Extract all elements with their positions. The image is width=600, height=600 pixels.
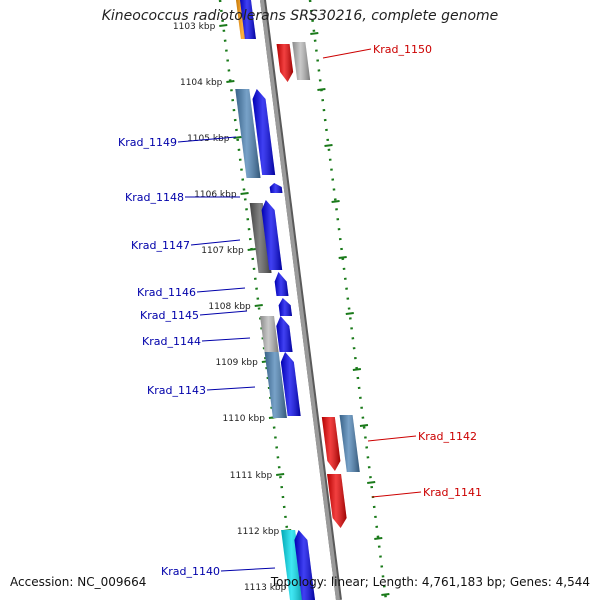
tick-label: 1108 kbp [208,302,251,312]
gene-arrow-krad-1142-shading [321,417,341,471]
gene-arrow-cyan-shading [281,530,304,600]
tick-label: 1113 kbp [244,583,287,593]
track-guides [218,0,388,600]
tick-mark-right [338,256,347,259]
tick-mark-right [317,88,326,91]
gene-arrow-krad-1143-shading [280,352,301,416]
leader-line [220,567,276,572]
gene-label-krad-1144[interactable]: Krad_1144 [142,335,201,348]
tick-mark-right [374,537,383,540]
tick-mark-left [247,248,256,251]
gene-label-krad-1147[interactable]: Krad_1147 [131,239,190,252]
gene-arrow-krad-1149-shading [252,89,276,175]
gene-arrow-dark-gray-shading [249,203,272,273]
tick-mark-left [240,192,249,195]
tick-mark-left [233,136,242,139]
gene-arrow-blue-shading [240,0,256,39]
gene-arrow-krad-1148-shading [269,183,283,193]
gene-arrow-krad-1144-shading [276,316,293,352]
tick-mark-left [254,304,263,307]
left-track-guide [218,0,298,600]
tick-label: 1112 kbp [237,527,280,537]
leader-line [199,310,248,316]
leader-line [367,435,417,442]
gene-arrow-krad-1150-shading [276,44,294,82]
gene-label-krad-1146[interactable]: Krad_1146 [137,286,196,299]
tick-mark-right [310,32,319,35]
tick-mark-left [276,473,285,476]
gene-arrow-krad-1143-partner-shading [264,352,287,418]
gene-arrow-gray-right-shading [292,42,311,80]
leader-line [177,136,237,143]
tick-mark-right [324,144,333,147]
leader-line [196,287,246,293]
leader-line [190,239,241,246]
tick-label: 1104 kbp [180,78,223,88]
gene-label-krad-1142[interactable]: Krad_1142 [418,430,477,443]
gene-arrow-krad-1149-partner-shading [235,89,261,178]
leader-line [201,337,251,342]
tick-mark-left [219,24,228,27]
genome-summary: Topology: linear; Length: 4,761,183 bp; … [270,575,590,589]
gene-arrow-steel-right-shading [339,415,360,472]
gene-arrow-krad-1145-shading [278,298,293,316]
tick-mark-right [331,200,340,203]
leader-line [371,491,422,498]
gene-arrow-krad-1147-shading [261,200,283,270]
tick-label: 1110 kbp [223,414,266,424]
gene-label-krad-1149[interactable]: Krad_1149 [118,136,177,149]
tick-label: 1111 kbp [230,471,273,481]
gene-arrow-krad-1146-shading [274,272,289,296]
right-track-guide [308,0,388,600]
gene-label-krad-1143[interactable]: Krad_1143 [147,384,206,397]
gene-arrow-krad-1140-shading [294,530,315,600]
tick-mark-right [367,481,376,484]
accession-label: Accession: NC_009664 [10,575,147,589]
tick-mark-right [359,424,369,427]
tick-mark-right [352,368,361,371]
leader-line [206,386,256,391]
gene-features [235,0,360,600]
gene-label-krad-1141[interactable]: Krad_1141 [423,486,482,499]
tick-label: 1107 kbp [201,246,244,256]
gene-label-krad-1148[interactable]: Krad_1148 [125,191,184,204]
gene-labels: Krad_1150 Krad_1149 Krad_1148 Krad_1147 Krad… [118,43,482,578]
tick-label: 1103 kbp [173,22,216,32]
tick-mark-left [226,80,235,83]
tick-mark-right [381,593,390,596]
map-title: Kineococcus radiotolerans SRS30216, comp… [101,8,499,24]
tick-mark-right [345,312,354,315]
leader-line [322,48,372,59]
gene-label-krad-1145[interactable]: Krad_1145 [140,309,199,322]
gene-arrow-gray-left-shading [260,316,279,352]
tick-label: 1109 kbp [215,358,258,368]
tick-label: 1106 kbp [194,190,237,200]
genome-backbone [260,0,342,600]
gene-arrow-krad-1141-shading [327,474,347,528]
gene-label-krad-1150[interactable]: Krad_1150 [373,43,432,56]
gene-label-krad-1140[interactable]: Krad_1140 [161,565,220,578]
